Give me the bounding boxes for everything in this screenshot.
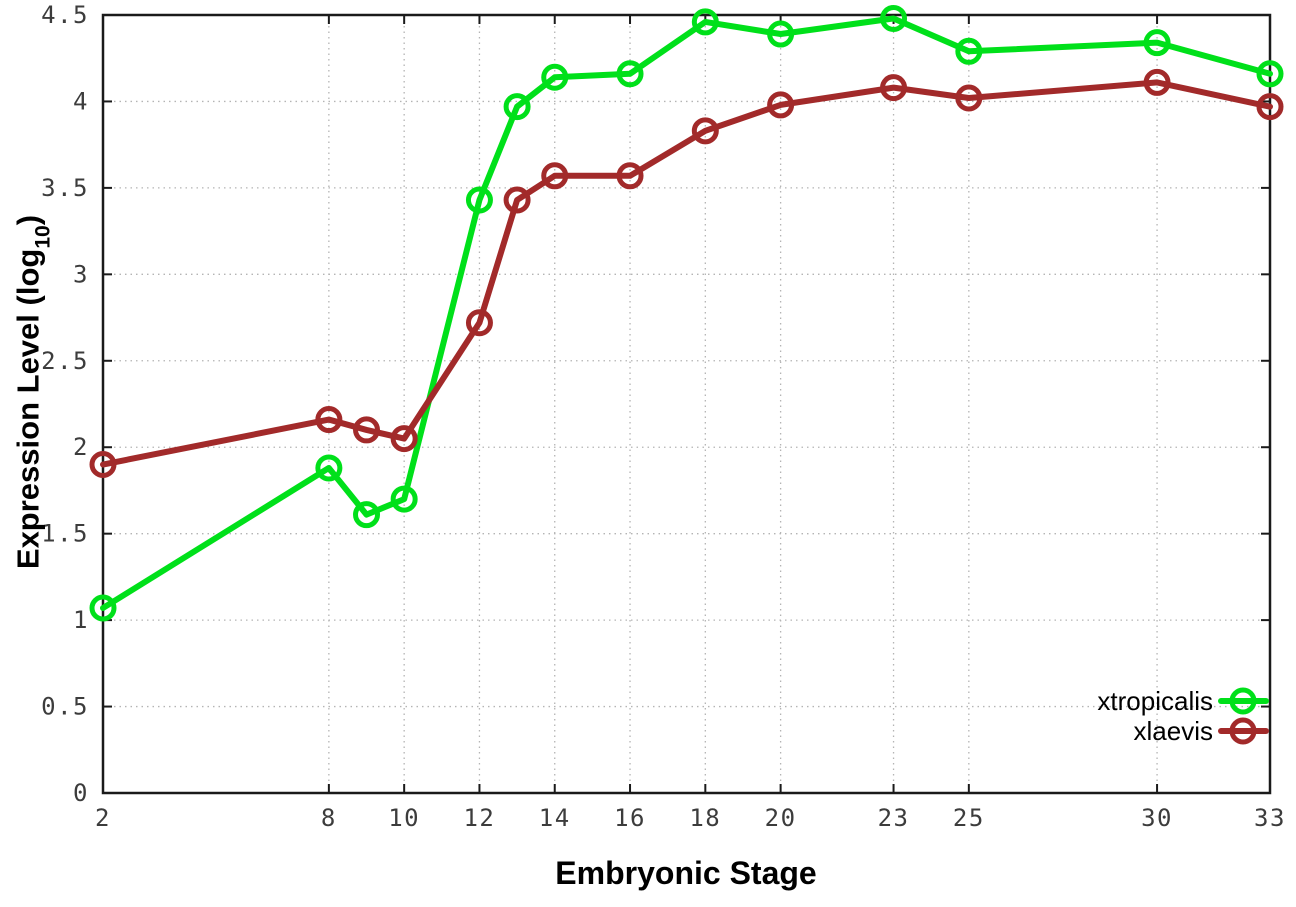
data-point-xtropicalis [541,63,569,91]
data-point-xtropicalis [1143,29,1171,57]
data-point-xlaevis [315,406,343,434]
x-tick-label: 14 [539,804,571,832]
y-tick-label: 1 [73,606,89,634]
x-tick-label: 18 [689,804,721,832]
y-tick-label: 0 [73,779,89,807]
data-point-xtropicalis [353,501,381,529]
data-point-xlaevis [1256,93,1284,121]
data-point-xtropicalis [880,4,908,32]
y-axis-title-subscript: 10 [31,225,55,249]
data-point-xtropicalis [315,454,343,482]
data-point-xlaevis [955,84,983,112]
data-point-xtropicalis [1256,60,1284,88]
x-tick-label: 30 [1141,804,1173,832]
plot-border [101,13,1272,795]
x-tick-label: 20 [765,804,797,832]
data-point-xtropicalis [691,8,719,36]
data-point-xlaevis [503,186,531,214]
data-point-xlaevis [89,451,117,479]
legend-marker-sample-xlaevis [1229,717,1257,745]
data-point-xtropicalis [767,20,795,48]
y-tick-label: 4 [73,87,89,115]
data-point-xtropicalis [503,93,531,121]
data-point-xtropicalis [89,594,117,622]
x-tick-label: 33 [1254,804,1286,832]
y-axis-title-text: Expression Level (log [10,248,46,570]
data-point-xlaevis [616,162,644,190]
y-tick-label: 3 [73,260,89,288]
data-point-xlaevis [767,91,795,119]
y-tick-label: 4.5 [41,1,89,29]
x-tick-label: 12 [463,804,495,832]
x-tick-label: 2 [95,804,111,832]
data-point-xlaevis [880,74,908,102]
legend-label-xtropicalis: xtropicalis [1097,686,1213,716]
series-line-xtropicalis [100,15,1273,612]
data-point-xlaevis [691,117,719,145]
data-point-xlaevis [1143,68,1171,96]
data-point-xlaevis [390,425,418,453]
x-tick-label: 25 [953,804,985,832]
data-point-xtropicalis [955,37,983,65]
data-point-xlaevis [541,162,569,190]
y-tick-label: 0.5 [41,693,89,721]
data-point-xtropicalis [390,485,418,513]
y-tick-label: 2.5 [41,347,89,375]
legend-label-xlaevis: xlaevis [1134,716,1213,746]
y-axis-title: Expression Level (log10) [10,214,55,570]
data-point-xtropicalis [616,60,644,88]
x-axis-title: Embryonic Stage [555,855,817,891]
y-tick-label: 3.5 [41,174,89,202]
data-point-xlaevis [353,416,381,444]
x-tick-label: 16 [614,804,646,832]
y-tick-label: 2 [73,433,89,461]
x-tick-label: 10 [388,804,420,832]
series-line-xlaevis [100,79,1273,468]
legend-marker-sample-xtropicalis [1229,687,1257,715]
data-point-xtropicalis [465,186,493,214]
x-tick-label: 23 [878,804,910,832]
y-tick-label: 1.5 [41,520,89,548]
x-tick-label: 8 [321,804,337,832]
y-axis-title-suffix: ) [10,214,46,226]
data-point-xlaevis [465,309,493,337]
